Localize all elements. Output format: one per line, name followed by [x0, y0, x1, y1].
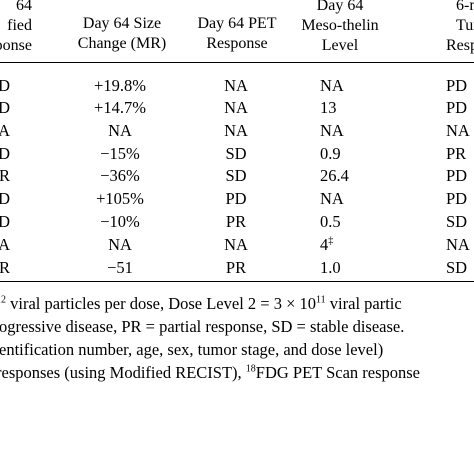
cell-modified: D	[0, 144, 10, 163]
footnote-line-1: 12 viral particles per dose, Dose Level …	[0, 294, 402, 314]
header-size: Day 64 Size Change (MR)	[62, 14, 182, 54]
cell-pet: SD	[225, 144, 247, 163]
footnote-line-2: ogressive disease, PR = partial response…	[0, 317, 405, 336]
cell-modified: D	[0, 98, 10, 117]
header-size-line2: Change (MR)	[77, 35, 167, 52]
cell-size: −10%	[100, 212, 140, 231]
cell-sixmonth: PR	[446, 144, 467, 163]
cell-sixmonth: PD	[446, 166, 468, 185]
cell-meso: 1.0	[320, 258, 341, 277]
double-dagger-footnote-mark: ‡	[328, 235, 334, 247]
header-sixmonth-line3: Respo	[446, 37, 474, 54]
header-modified-line2: fied	[7, 17, 32, 34]
cell-modified: D	[0, 189, 10, 208]
footnote-line1-text-a: viral particles per dose, Dose Level 2 =…	[6, 294, 317, 313]
cell-sixmonth: SD	[446, 258, 468, 277]
footnote-line-4: responses (using Modified RECIST), 18FDG…	[0, 363, 420, 383]
cell-modified: R	[0, 258, 10, 277]
footnote-line4-text-a: responses (using Modified RECIST),	[0, 363, 246, 382]
cell-size: −36%	[100, 166, 140, 185]
cell-modified: A	[0, 235, 10, 254]
cell-sixmonth: PD	[446, 98, 468, 117]
cell-pet: NA	[224, 235, 248, 254]
cell-pet: PR	[225, 212, 247, 231]
header-meso: Day 64 Meso-thelin Level	[291, 0, 389, 56]
cell-pet: NA	[224, 121, 248, 140]
cell-meso: 26.4	[320, 166, 349, 185]
header-sixmonth: 6-m Tum Respo	[446, 0, 474, 56]
header-meso-line2: Meso-thelin	[301, 17, 379, 34]
header-meso-line3: Level	[321, 37, 359, 54]
cell-pet: NA	[224, 76, 248, 95]
header-modified: 64 fied esponse	[0, 0, 32, 56]
header-rule	[0, 62, 474, 64]
cell-sixmonth: PD	[446, 189, 468, 208]
cell-pet: PR	[225, 258, 247, 277]
cell-size: −15%	[100, 144, 140, 163]
cell-sixmonth: SD	[446, 212, 468, 231]
cell-size: NA	[108, 121, 132, 140]
cell-size: +105%	[96, 189, 144, 208]
header-size-line1: Day 64 Size	[82, 15, 162, 32]
cell-pet: PD	[225, 189, 247, 208]
cell-meso: NA	[320, 121, 344, 140]
header-modified-line1: 64	[16, 0, 32, 14]
header-sixmonth-line2: Tum	[456, 17, 474, 34]
footnote-line1-superscript-2: 11	[316, 294, 326, 306]
cell-sixmonth: NA	[446, 121, 470, 140]
cell-modified: R	[0, 166, 10, 185]
header-pet-line1: Day 64 PET	[197, 15, 277, 32]
footnote-line1-text-b: viral partic	[325, 294, 402, 313]
footnote-line4-text-b: FDG PET Scan response	[255, 363, 421, 382]
cell-sixmonth: PD	[446, 76, 468, 95]
cell-meso: 0.9	[320, 144, 341, 163]
header-pet: Day 64 PET Response	[193, 14, 281, 54]
footnote-line4-superscript: 18	[245, 363, 256, 375]
cell-meso: NA	[320, 76, 344, 95]
cell-meso: 0.5	[320, 212, 341, 231]
cell-pet: NA	[224, 98, 248, 117]
cell-meso: NA	[320, 189, 344, 208]
bottom-rule	[0, 281, 474, 283]
cell-modified: A	[0, 121, 10, 140]
header-modified-line3: esponse	[0, 37, 32, 54]
cell-size: +19.8%	[94, 76, 146, 95]
footnote-line1-superscript: 12	[0, 294, 6, 306]
cell-meso: 13	[320, 98, 337, 117]
cell-size: NA	[108, 235, 132, 254]
cell-pet: SD	[225, 166, 247, 185]
cell-sixmonth: NA	[446, 235, 470, 254]
cell-modified: D	[0, 76, 10, 95]
cell-size: −51	[107, 258, 133, 277]
cell-modified: D	[0, 212, 10, 231]
header-sixmonth-line1: 6-m	[456, 0, 474, 14]
header-pet-line2: Response	[206, 35, 268, 52]
cell-meso: 4‡	[292, 235, 374, 255]
header-meso-line1: Day 64	[316, 0, 364, 14]
footnote-line-3: entification number, age, sex, tumor sta…	[0, 340, 384, 359]
cell-meso-value: 4	[320, 235, 329, 254]
cell-size: +14.7%	[94, 98, 146, 117]
